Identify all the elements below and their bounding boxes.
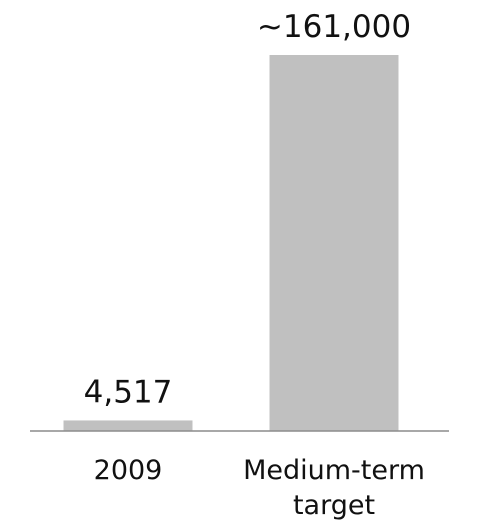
bar-1 [269, 55, 399, 431]
data-labels-group: 4,517 ~161,000 [84, 9, 411, 410]
bars-group [63, 55, 399, 431]
x-tick-label-1-line-0: Medium-term [243, 455, 425, 486]
data-label-0: 4,517 [84, 374, 173, 410]
x-tick-label-0: 2009 [94, 455, 163, 486]
x-tick-label-1: Medium-term target [243, 455, 425, 521]
x-tick-label-1-line-1: target [293, 490, 375, 521]
data-label-1: ~161,000 [257, 9, 411, 45]
x-tick-label-0-line-0: 2009 [94, 455, 163, 486]
x-tick-labels-group: 2009 Medium-term target [94, 455, 425, 521]
bar-0 [63, 420, 193, 431]
